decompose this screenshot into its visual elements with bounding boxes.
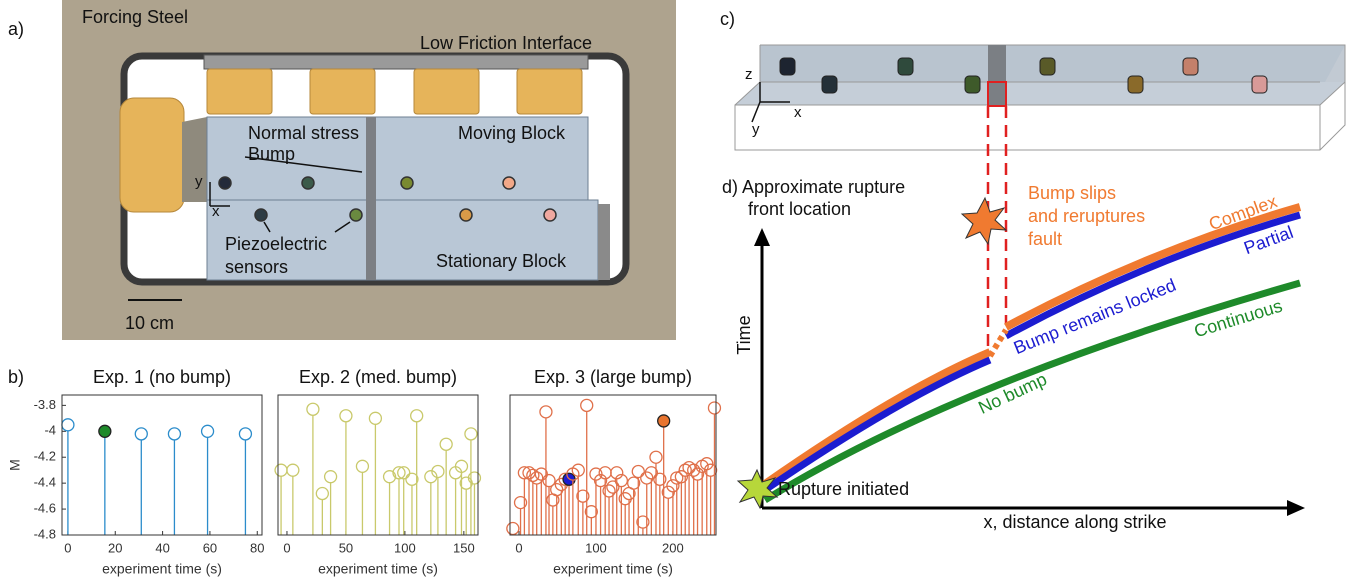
x-tick-label: 40 — [155, 540, 169, 555]
stem-marker — [340, 410, 352, 422]
panel-label: c) — [720, 9, 735, 29]
end-plate — [598, 204, 610, 280]
label: Forcing Steel — [82, 7, 188, 27]
y-tick-label: -3.8 — [34, 397, 56, 412]
y-tick-label: -4 — [44, 423, 56, 438]
label: Low Friction Interface — [420, 33, 592, 53]
x-tick-label: 200 — [662, 540, 684, 555]
annotation: and reruptures — [1028, 206, 1145, 226]
stem-marker — [369, 412, 381, 424]
stem-marker — [135, 428, 147, 440]
x-tick-label: 100 — [394, 540, 416, 555]
stem-marker — [99, 425, 111, 437]
x-tick-label: 80 — [250, 540, 264, 555]
annotation: Bump slips — [1028, 183, 1116, 203]
x-tick-label: 60 — [203, 540, 217, 555]
stem-marker — [581, 399, 593, 411]
axis-label: x — [794, 104, 802, 121]
x-tick-label: 0 — [283, 540, 290, 555]
x-tick-label: 0 — [515, 540, 522, 555]
block-face — [735, 45, 1345, 105]
y-axis-title: M — [7, 459, 23, 471]
rerupture-star — [962, 198, 1006, 244]
stem-marker — [316, 488, 328, 500]
x-axis-title: experiment time (s) — [102, 561, 222, 577]
axis-label: y — [195, 173, 203, 190]
label: Moving Block — [458, 123, 566, 143]
x-tick-label: 20 — [108, 540, 122, 555]
x-tick-label: 50 — [339, 540, 353, 555]
panel-title: front location — [748, 199, 851, 219]
chart-title: Exp. 3 (large bump) — [534, 367, 692, 387]
bump-strip — [366, 117, 376, 280]
x-tick-label: 150 — [453, 540, 475, 555]
stem-marker — [632, 465, 644, 477]
stem-marker — [658, 415, 670, 427]
label: Bump — [248, 144, 295, 164]
stem-marker — [650, 451, 662, 463]
stem-marker — [411, 410, 423, 422]
bump-strip — [988, 45, 1006, 105]
stem-marker — [708, 402, 720, 414]
axis-label: z — [745, 66, 753, 83]
axis-title: Time — [734, 315, 754, 354]
low-friction-bar — [204, 55, 588, 69]
panel-title: d) Approximate rupture — [722, 177, 905, 197]
annotation: fault — [1028, 229, 1062, 249]
panel-label: b) — [8, 367, 24, 387]
plot-frame — [62, 395, 262, 535]
stem-marker — [507, 523, 519, 535]
arrow — [754, 228, 770, 246]
x-axis-title: experiment time (s) — [318, 561, 438, 577]
chart-title: Exp. 2 (med. bump) — [299, 367, 457, 387]
stem-marker — [62, 419, 74, 431]
actuator — [120, 98, 184, 212]
label: Piezoelectric — [225, 234, 327, 254]
stem-marker — [683, 462, 695, 474]
label: Stationary Block — [436, 251, 567, 271]
y-tick-label: -4.4 — [34, 475, 56, 490]
stem-marker — [356, 460, 368, 472]
stem-marker — [465, 428, 477, 440]
label: Normal stress — [248, 123, 359, 143]
jump — [990, 330, 1006, 356]
arrow — [1287, 500, 1305, 516]
stem-marker — [440, 438, 452, 450]
stem-marker — [239, 428, 251, 440]
stem-marker — [307, 403, 319, 415]
stem-marker — [168, 428, 180, 440]
stem-marker — [202, 425, 214, 437]
scale-label: 10 cm — [125, 313, 174, 333]
y-tick-label: -4.8 — [34, 526, 56, 541]
curve-partial — [765, 215, 1300, 490]
x-tick-label: 0 — [64, 540, 71, 555]
stem-marker — [540, 406, 552, 418]
axis-label: y — [752, 121, 760, 138]
label: sensors — [225, 257, 288, 277]
chart-title: Exp. 1 (no bump) — [93, 367, 231, 387]
figure: a) Forcing Steel Low Friction Interface … — [0, 0, 1357, 583]
stem-marker — [287, 464, 299, 476]
axis-title: x, distance along strike — [983, 512, 1166, 532]
plot-frame — [278, 395, 478, 535]
x-axis-title: experiment time (s) — [553, 561, 673, 577]
stem-marker — [527, 469, 539, 481]
panel-label: a) — [8, 19, 24, 39]
y-tick-label: -4.6 — [34, 501, 56, 516]
y-tick-label: -4.2 — [34, 449, 56, 464]
stem-marker — [275, 464, 287, 476]
annotation: Rupture initiated — [778, 479, 909, 499]
x-tick-label: 100 — [585, 540, 607, 555]
stem-marker — [325, 471, 337, 483]
axis-label: x — [212, 203, 220, 220]
